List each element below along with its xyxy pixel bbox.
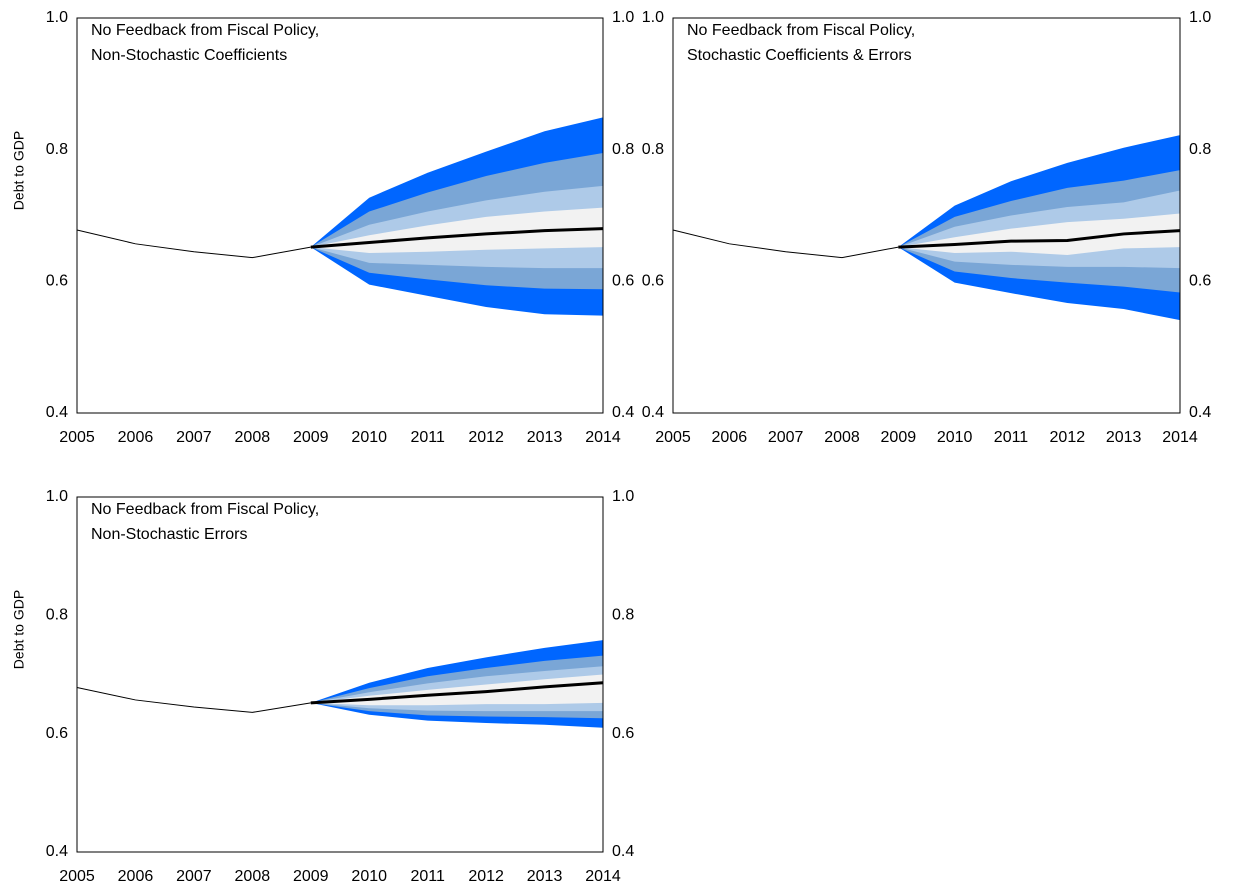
y-axis-label: Debt to GDP xyxy=(11,131,27,210)
x-tick-label: 2014 xyxy=(1162,429,1198,446)
y2-tick-label: 1.0 xyxy=(1189,9,1211,26)
panel-title: No Feedback from Fiscal Policy, xyxy=(91,501,319,518)
y-tick-label: 0.6 xyxy=(46,725,68,742)
y-tick-label: 0.8 xyxy=(46,607,68,624)
y-tick-label: 1.0 xyxy=(46,9,68,26)
y2-tick-label: 0.6 xyxy=(612,725,634,742)
y2-tick-label: 0.8 xyxy=(612,141,634,158)
plot-frame xyxy=(76,496,604,853)
panel-title: Non-Stochastic Coefficients xyxy=(91,47,287,64)
x-tick-label: 2006 xyxy=(118,429,154,446)
x-tick-label: 2008 xyxy=(235,429,271,446)
y2-tick-label: 1.0 xyxy=(612,9,634,26)
y2-tick-label: 0.8 xyxy=(612,607,634,624)
x-tick-label: 2011 xyxy=(994,429,1029,446)
x-tick-label: 2012 xyxy=(468,429,504,446)
panel-title: No Feedback from Fiscal Policy, xyxy=(687,22,915,39)
history-line xyxy=(76,687,311,713)
y-tick-label: 0.4 xyxy=(46,404,68,421)
y-tick-label: 0.8 xyxy=(642,141,664,158)
x-tick-label: 2009 xyxy=(293,868,329,885)
x-tick-label: 2009 xyxy=(881,429,917,446)
panel-title: Non-Stochastic Errors xyxy=(91,526,248,543)
x-tick-label: 2012 xyxy=(468,868,504,885)
x-tick-label: 2007 xyxy=(176,868,212,885)
y2-tick-label: 0.4 xyxy=(612,843,634,860)
y-tick-label: 0.4 xyxy=(46,843,68,860)
y2-tick-label: 1.0 xyxy=(612,488,634,505)
median-line xyxy=(898,229,1181,249)
y-tick-label: 0.6 xyxy=(46,273,68,290)
panel-title: No Feedback from Fiscal Policy, xyxy=(91,22,319,39)
y-tick-label: 0.4 xyxy=(642,404,664,421)
x-tick-label: 2014 xyxy=(585,868,621,885)
x-tick-label: 2007 xyxy=(176,429,212,446)
x-tick-label: 2006 xyxy=(118,868,154,885)
x-tick-label: 2013 xyxy=(527,868,563,885)
y-tick-label: 1.0 xyxy=(642,9,664,26)
y2-tick-label: 0.8 xyxy=(1189,141,1211,158)
x-tick-label: 2010 xyxy=(937,429,973,446)
y2-tick-label: 0.6 xyxy=(1189,273,1211,290)
panel-title: Stochastic Coefficients & Errors xyxy=(687,47,912,64)
history-line xyxy=(672,229,899,259)
x-tick-label: 2010 xyxy=(351,429,387,446)
x-tick-label: 2007 xyxy=(768,429,804,446)
x-tick-label: 2011 xyxy=(410,429,445,446)
x-tick-label: 2010 xyxy=(351,868,387,885)
x-tick-label: 2008 xyxy=(235,868,271,885)
x-tick-label: 2005 xyxy=(59,868,95,885)
y-tick-label: 1.0 xyxy=(46,488,68,505)
x-tick-label: 2009 xyxy=(293,429,329,446)
history-line xyxy=(76,229,311,259)
y-tick-label: 0.6 xyxy=(642,273,664,290)
x-tick-label: 2011 xyxy=(410,868,445,885)
plot-frame xyxy=(76,17,604,414)
x-tick-label: 2008 xyxy=(824,429,860,446)
y2-tick-label: 0.6 xyxy=(612,273,634,290)
y-axis-label: Debt to GDP xyxy=(11,590,27,669)
plot-frame xyxy=(672,17,1181,414)
y2-tick-label: 0.4 xyxy=(612,404,634,421)
x-tick-label: 2005 xyxy=(655,429,691,446)
median-line xyxy=(310,681,604,705)
x-tick-label: 2005 xyxy=(59,429,95,446)
median-line xyxy=(310,227,604,249)
x-tick-label: 2014 xyxy=(585,429,621,446)
y-tick-label: 0.8 xyxy=(46,141,68,158)
x-tick-label: 2006 xyxy=(712,429,748,446)
y2-tick-label: 0.4 xyxy=(1189,404,1211,421)
x-tick-label: 2012 xyxy=(1050,429,1086,446)
x-tick-label: 2013 xyxy=(527,429,563,446)
x-tick-label: 2013 xyxy=(1106,429,1142,446)
